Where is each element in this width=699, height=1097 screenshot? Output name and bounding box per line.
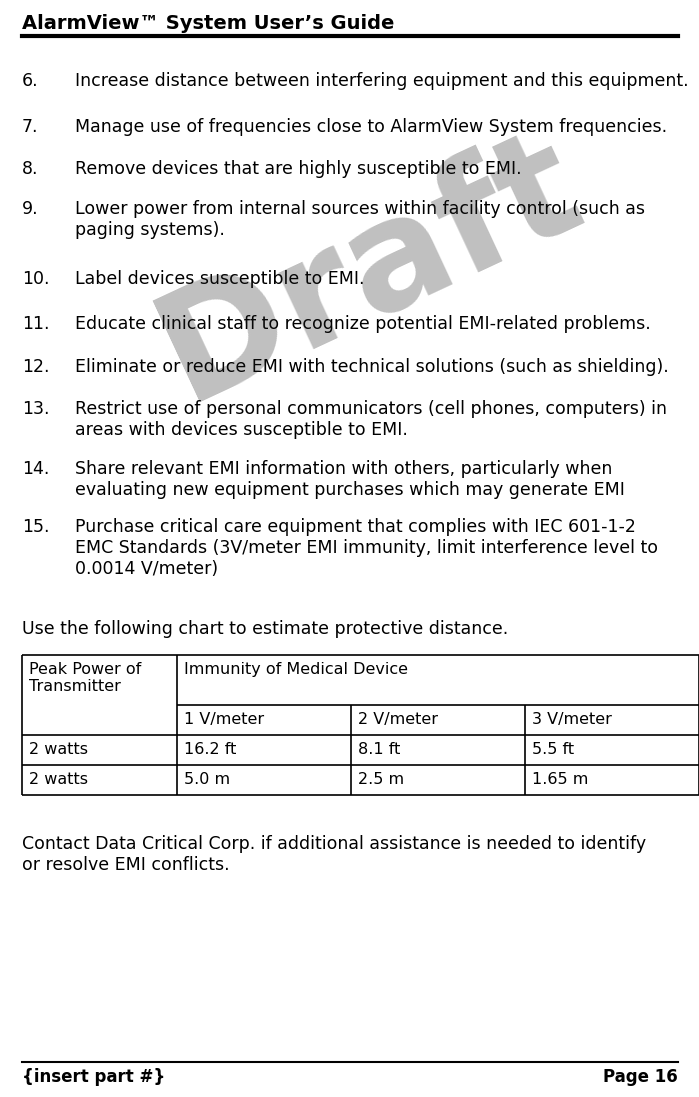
Text: 12.: 12. [22, 358, 50, 376]
Text: 11.: 11. [22, 315, 50, 333]
Text: 7.: 7. [22, 118, 38, 136]
Text: Immunity of Medical Device: Immunity of Medical Device [184, 661, 408, 677]
Text: Label devices susceptible to EMI.: Label devices susceptible to EMI. [75, 270, 364, 289]
Text: Restrict use of personal communicators (cell phones, computers) in
areas with de: Restrict use of personal communicators (… [75, 400, 667, 439]
Text: 2 watts: 2 watts [29, 772, 88, 787]
Text: 16.2 ft: 16.2 ft [184, 742, 236, 757]
Text: 5.0 m: 5.0 m [184, 772, 230, 787]
Text: {insert part #}: {insert part #} [22, 1068, 165, 1086]
Text: Lower power from internal sources within facility control (such as
paging system: Lower power from internal sources within… [75, 200, 645, 239]
Text: Manage use of frequencies close to AlarmView System frequencies.: Manage use of frequencies close to Alarm… [75, 118, 667, 136]
Text: 13.: 13. [22, 400, 50, 418]
Text: 9.: 9. [22, 200, 38, 218]
Text: Educate clinical staff to recognize potential EMI-related problems.: Educate clinical staff to recognize pote… [75, 315, 651, 333]
Text: 6.: 6. [22, 72, 38, 90]
Text: 15.: 15. [22, 518, 50, 536]
Text: Eliminate or reduce EMI with technical solutions (such as shielding).: Eliminate or reduce EMI with technical s… [75, 358, 669, 376]
Text: 2 watts: 2 watts [29, 742, 88, 757]
Text: Share relevant EMI information with others, particularly when
evaluating new equ: Share relevant EMI information with othe… [75, 460, 625, 499]
Text: 2 V/meter: 2 V/meter [358, 712, 438, 727]
Text: Peak Power of
Transmitter: Peak Power of Transmitter [29, 661, 141, 694]
Text: 3 V/meter: 3 V/meter [532, 712, 612, 727]
Text: 5.5 ft: 5.5 ft [532, 742, 574, 757]
Text: Increase distance between interfering equipment and this equipment.: Increase distance between interfering eq… [75, 72, 689, 90]
Text: Remove devices that are highly susceptible to EMI.: Remove devices that are highly susceptib… [75, 160, 521, 178]
Text: 1.65 m: 1.65 m [532, 772, 589, 787]
Text: Contact Data Critical Corp. if additional assistance is needed to identify
or re: Contact Data Critical Corp. if additiona… [22, 835, 646, 874]
Text: 2.5 m: 2.5 m [358, 772, 404, 787]
Text: Draft: Draft [137, 109, 603, 431]
Text: 14.: 14. [22, 460, 50, 478]
Text: 8.: 8. [22, 160, 38, 178]
Text: 1 V/meter: 1 V/meter [184, 712, 264, 727]
Text: 8.1 ft: 8.1 ft [358, 742, 401, 757]
Text: AlarmView™ System User’s Guide: AlarmView™ System User’s Guide [22, 14, 394, 33]
Text: Purchase critical care equipment that complies with IEC 601-1-2
EMC Standards (3: Purchase critical care equipment that co… [75, 518, 658, 578]
Text: Use the following chart to estimate protective distance.: Use the following chart to estimate prot… [22, 620, 508, 638]
Text: Page 16: Page 16 [603, 1068, 678, 1086]
Text: 10.: 10. [22, 270, 50, 289]
